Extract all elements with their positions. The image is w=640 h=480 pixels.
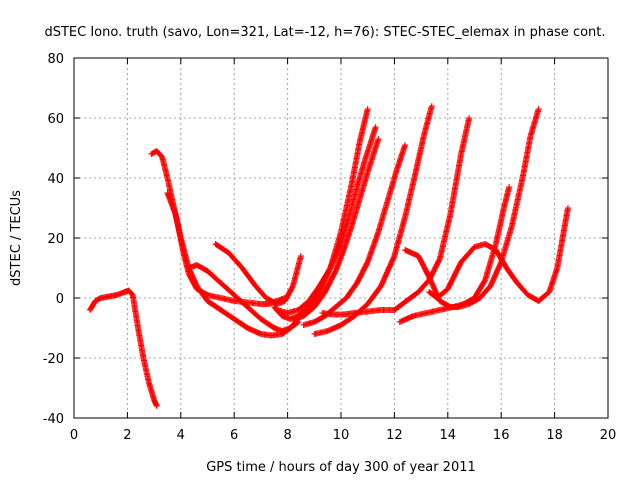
x-tick-label: 4 [177,428,185,443]
series-4 [185,262,302,334]
y-tick-label: 80 [47,52,64,67]
x-tick-label: 10 [333,428,350,443]
x-tick-label: 14 [440,428,457,443]
series-markers [289,136,382,322]
series-10 [311,103,435,337]
series-markers [87,287,160,409]
y-tick-label: -20 [43,352,64,367]
ticks: 0 2 4 6 8 10 12 14 16 18 20 -40 -20 0 20 40 60 80 [43,52,617,443]
x-tick-label: 16 [493,428,510,443]
y-tick-label: 0 [56,292,64,307]
series-8 [289,136,382,322]
y-tick-label: 60 [47,112,64,127]
series-markers [185,262,302,334]
x-tick-label: 18 [546,428,563,443]
series-markers [212,241,304,307]
x-tick-label: 0 [70,428,78,443]
y-tick-label: 20 [47,232,64,247]
series-markers [273,124,379,316]
series-markers [402,106,542,310]
x-axis-label: GPS time / hours of day 300 of year 2011 [206,460,476,475]
series-7 [273,124,379,316]
x-tick-label: 6 [230,428,238,443]
x-tick-label: 20 [600,428,617,443]
series-1 [87,287,160,409]
x-tick-label: 2 [123,428,131,443]
chart-title: dSTEC Iono. truth (savo, Lon=321, Lat=-1… [44,25,605,40]
y-tick-label: -40 [43,412,64,427]
series-13 [402,106,542,310]
y-axis-label: dSTEC / TECUs [9,190,24,286]
data-layer [87,103,571,409]
x-tick-label: 8 [283,428,291,443]
x-tick-label: 12 [386,428,403,443]
series-14 [426,205,571,304]
y-tick-label: 40 [47,172,64,187]
series-markers [311,103,435,337]
series-markers [426,205,571,304]
series-5 [212,241,304,307]
